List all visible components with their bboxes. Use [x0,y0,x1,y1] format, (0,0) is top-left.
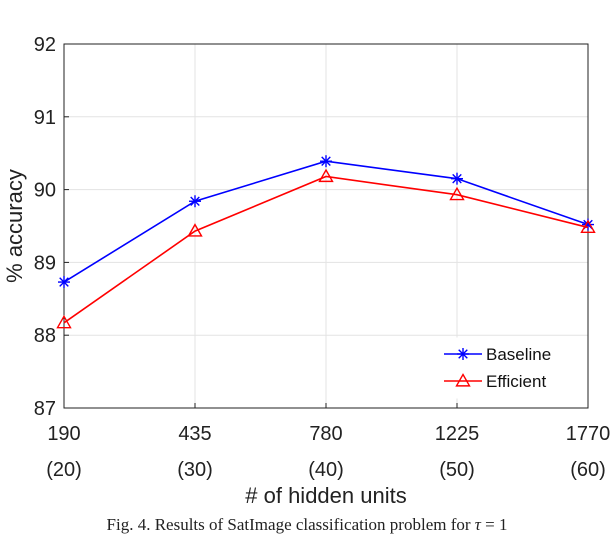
y-tick-label: 89 [34,252,56,274]
data-point-baseline [320,155,332,168]
series-efficient [56,168,596,329]
data-point-baseline [451,172,463,185]
legend-label-baseline: Baseline [486,345,551,364]
x-sub-label: (50) [439,459,475,481]
data-point-efficient [318,168,334,183]
y-tick-label: 88 [34,325,56,347]
legend-box [437,337,583,399]
data-point-efficient [580,219,596,234]
legend-marker-efficient [455,373,471,387]
y-tick-label: 90 [34,180,56,202]
x-axis-title: # of hidden units [245,483,406,508]
tick-labels: 87 88 89 90 91 92 190 (20) 435 (30) 780 (40) 1225 (50… [34,34,611,481]
caption-symbol: τ [474,515,481,534]
caption-suffix: = 1 [480,515,508,534]
series-baseline [58,155,594,289]
data-point-baseline [189,195,201,208]
x-sub-label: (20) [46,459,82,481]
x-sub-label: (40) [308,459,344,481]
x-tick-label: 1770 [566,423,611,445]
y-axis-title: % accuracy [2,169,27,283]
legend: Baseline Efficient [437,337,583,399]
figure-caption: Fig. 4. Results of SatImage classificati… [0,515,614,535]
series-layer [56,155,596,329]
x-sub-label: (60) [570,459,606,481]
x-tick-label: 780 [309,423,342,445]
y-tick-label: 92 [34,34,56,56]
data-point-baseline [58,276,70,289]
x-tick-label: 1225 [435,423,480,445]
legend-marker-baseline [457,348,469,360]
caption-text: Fig. 4. Results of SatImage classificati… [106,515,475,534]
line-chart: 87 88 89 90 91 92 190 (20) 435 (30) 780 (40) 1225 (50… [2,34,611,508]
data-point-efficient [449,186,465,201]
y-tick-label: 91 [34,107,56,129]
series-line-efficient [63,175,589,324]
y-tick-label: 87 [34,398,56,420]
x-sub-label: (30) [177,459,213,481]
legend-label-efficient: Efficient [486,372,546,391]
data-point-efficient [56,314,72,329]
data-point-efficient [187,223,203,237]
x-tick-label: 435 [178,423,211,445]
x-tick-label: 190 [47,423,80,445]
